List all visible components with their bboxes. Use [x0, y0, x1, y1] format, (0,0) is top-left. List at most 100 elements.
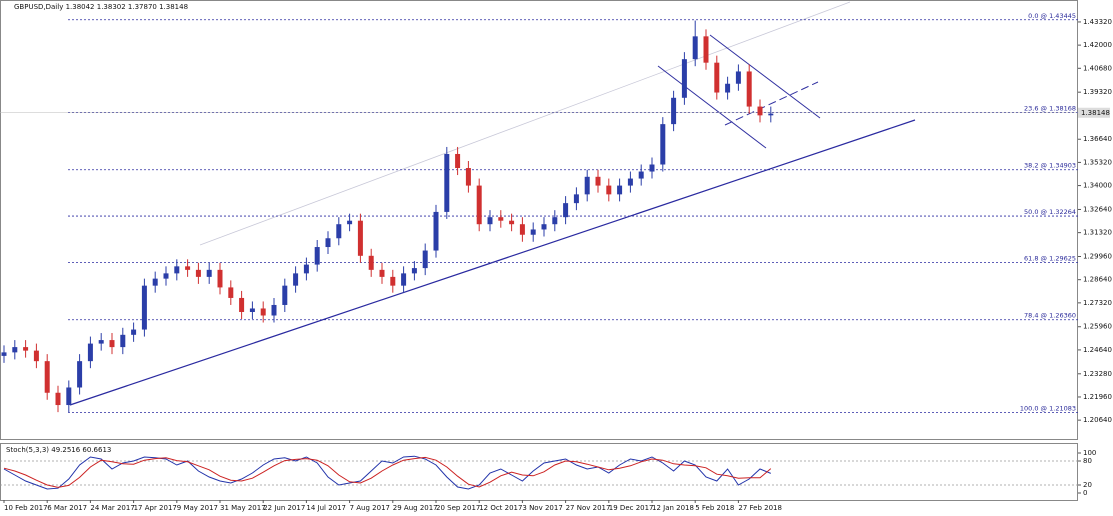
x-tick-label: 12 Jan 2018 [652, 504, 694, 512]
candle-body [671, 97, 677, 125]
candle-body [617, 185, 623, 195]
x-tick-label: 17 Apr 2017 [134, 504, 177, 512]
y-tick-label: 1.36640 [1083, 135, 1112, 143]
x-tick-label: 14 Jul 2017 [306, 504, 346, 512]
candle-body [1, 352, 7, 356]
level-label: 100.0 @ 1.21083 [1020, 404, 1076, 412]
candle-body [552, 217, 558, 225]
candle-body [746, 71, 752, 107]
y-tick-label: 1.42000 [1083, 41, 1112, 49]
candle-body [303, 264, 309, 274]
candle-body [336, 224, 342, 239]
y-tick-label: 1.23280 [1083, 370, 1112, 378]
y-tick-label: 1.35320 [1083, 158, 1112, 166]
price-pane [0, 0, 1078, 440]
y-tick-label: 1.32640 [1083, 205, 1112, 213]
candle-body [325, 238, 331, 248]
level-label: 23.6 @ 1.38168 [1024, 104, 1076, 112]
candle-body [487, 217, 493, 225]
x-tick-label: 12 Oct 2017 [479, 504, 522, 512]
x-tick-label: 22 Jun 2017 [263, 504, 305, 512]
candle-body [206, 269, 212, 277]
y-tick-label: 1.27320 [1083, 299, 1112, 307]
x-tick-label: 9 May 2017 [177, 504, 218, 512]
level-label: 61.8 @ 1.29625 [1024, 254, 1076, 262]
wedge-line [709, 34, 821, 119]
candle-body [260, 308, 266, 316]
x-tick-label: 24 Mar 2017 [90, 504, 134, 512]
candle-body [573, 194, 579, 204]
candle-body [44, 361, 50, 393]
candle-body [725, 83, 731, 93]
candle-body [606, 185, 612, 195]
candle-body [530, 229, 536, 235]
candle-body [692, 36, 698, 60]
x-tick-label: 7 Aug 2017 [350, 504, 390, 512]
y-tick-label: 80 [1083, 457, 1092, 465]
y-tick-label: 1.25960 [1083, 323, 1112, 331]
candle-body [217, 269, 223, 288]
chart-title: GBPUSD,Daily 1.38042 1.38302 1.37870 1.3… [14, 3, 188, 11]
candle-body [433, 211, 439, 251]
candle-body [455, 153, 461, 169]
level-label: 50.0 @ 1.32264 [1024, 208, 1076, 216]
candle-body [185, 266, 191, 270]
breakout-line [724, 81, 819, 126]
x-tick-label: 10 Feb 2017 [4, 504, 48, 512]
y-tick-label: 0 [1083, 489, 1087, 497]
candle-body [465, 168, 471, 186]
candle-body [23, 347, 29, 351]
level-label: 78.4 @ 1.26360 [1024, 312, 1076, 320]
y-tick-label: 1.28640 [1083, 276, 1112, 284]
candle-body [649, 164, 655, 172]
candle-body [87, 343, 93, 362]
candle-body [293, 273, 299, 286]
candle-body [519, 224, 525, 235]
y-tick-label: 1.21960 [1083, 393, 1112, 401]
x-tick-label: 3 Nov 2017 [522, 504, 562, 512]
candle-body [77, 361, 83, 388]
y-tick-label: 100 [1083, 449, 1096, 457]
indicator-line [3, 455, 771, 490]
candle-body [498, 217, 504, 221]
candle-body [541, 224, 547, 230]
candle-body [163, 273, 169, 279]
candle-body [152, 278, 158, 286]
candle-body [757, 106, 763, 116]
candle-body [347, 220, 353, 225]
candle-body [411, 268, 417, 274]
candle-body [681, 59, 687, 98]
candle-body [357, 220, 363, 256]
candle-body [444, 153, 450, 212]
y-tick-label: 1.43320 [1083, 18, 1112, 26]
y-tick-label: 1.31320 [1083, 229, 1112, 237]
candle-body [509, 220, 515, 225]
candle-body [660, 124, 666, 165]
candle-body [314, 247, 320, 265]
x-tick-label: 20 Sep 2017 [436, 504, 480, 512]
y-tick-label: 1.39320 [1083, 88, 1112, 96]
wedge-line [657, 65, 767, 149]
candle-body [131, 329, 137, 335]
channel-line [199, 1, 851, 246]
y-tick-label: 1.20640 [1083, 416, 1112, 424]
y-tick-label: 1.34000 [1083, 182, 1112, 190]
candle-body [595, 176, 601, 186]
candle-body [55, 392, 61, 406]
candle-body [12, 347, 18, 353]
candle-body [141, 285, 147, 330]
level-label: 38.2 @ 1.34903 [1024, 162, 1076, 170]
candle-body [768, 113, 774, 116]
candle-body [390, 276, 396, 286]
candle-body [66, 387, 72, 406]
candle-body [195, 269, 201, 277]
candle-body [174, 266, 180, 274]
last-price-box [1078, 107, 1110, 118]
candle-body [228, 287, 234, 298]
x-tick-label: 31 May 2017 [220, 504, 266, 512]
candle-body [98, 340, 104, 344]
candle-body [627, 178, 633, 186]
level-label: 0.0 @ 1.43445 [1028, 12, 1076, 20]
y-tick-label: 1.40680 [1083, 64, 1112, 72]
